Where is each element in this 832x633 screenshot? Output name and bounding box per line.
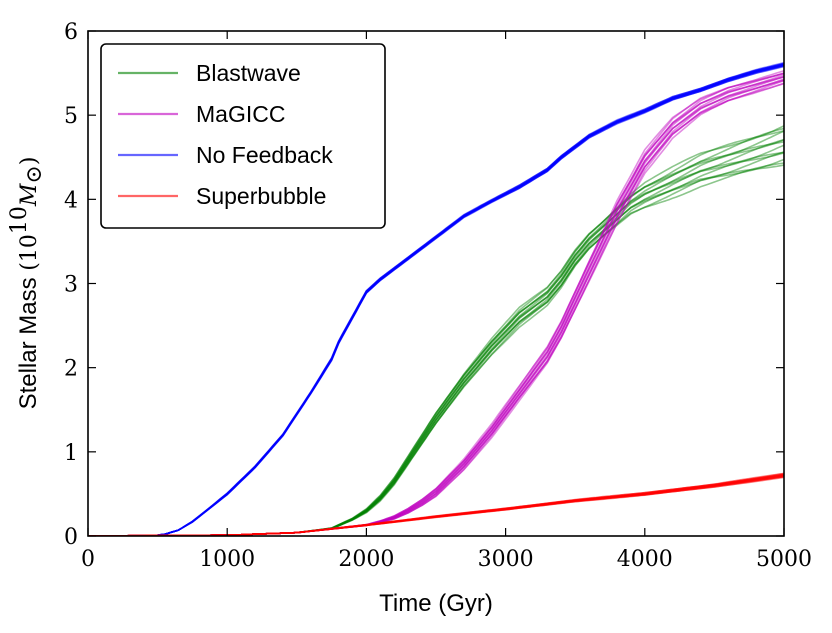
- x-tick-label: 1000: [199, 547, 255, 572]
- series-line-no-feedback: [88, 64, 784, 536]
- series-line-no-feedback: [88, 64, 784, 536]
- y-axis-unit-close: ): [17, 157, 42, 166]
- y-tick-label: 6: [64, 20, 78, 45]
- y-axis-title-text: Stellar Mass: [15, 277, 42, 409]
- legend-label-magicc: MaGICC: [196, 101, 285, 127]
- ticks-layer: 0 1000 2000 3000 4000 5000 0 1 2 3 4 5 6: [64, 20, 812, 572]
- x-tick-label: 3000: [478, 547, 534, 572]
- y-axis-unit-exponent: 10: [7, 206, 32, 234]
- y-axis-unit-mass: M: [17, 183, 42, 207]
- y-tick-label: 1: [64, 441, 78, 466]
- series-line-no-feedback: [88, 61, 784, 536]
- series-line-no-feedback: [88, 62, 784, 536]
- legend-label-blastwave: Blastwave: [196, 60, 301, 86]
- series-line-no-feedback: [88, 62, 784, 536]
- y-axis-title: Stellar Mass (1010M⊙): [7, 157, 47, 410]
- y-tick-label: 3: [64, 273, 78, 298]
- legend-label-no-feedback: No Feedback: [196, 142, 333, 168]
- series-no-feedback: [88, 61, 784, 536]
- legend-box: [100, 43, 386, 229]
- x-tick-label: 2000: [338, 547, 394, 572]
- legend: Blastwave MaGICC No Feedback Superbubble: [100, 43, 386, 229]
- y-tick-label: 5: [64, 104, 78, 129]
- series-line-no-feedback: [88, 64, 784, 536]
- series-line-no-feedback: [88, 62, 784, 536]
- x-tick-label: 4000: [617, 547, 673, 572]
- y-axis-unit-sun: ⊙: [22, 165, 47, 183]
- x-tick-label: 0: [81, 547, 95, 572]
- series-line-no-feedback: [88, 64, 784, 536]
- y-tick-label: 2: [64, 357, 78, 382]
- series-line-no-feedback: [88, 63, 784, 536]
- series-line-no-feedback: [88, 65, 784, 536]
- series-line-no-feedback: [88, 63, 784, 536]
- x-axis-title: Time (Gyr): [379, 590, 493, 617]
- legend-label-superbubble: Superbubble: [196, 183, 326, 209]
- series-line-no-feedback: [88, 63, 784, 536]
- series-line-no-feedback: [88, 65, 784, 536]
- y-axis-unit-open: (10: [17, 234, 42, 271]
- y-tick-label: 4: [64, 188, 78, 213]
- series-line-no-feedback: [88, 64, 784, 536]
- x-tick-label: 5000: [756, 547, 812, 572]
- y-tick-label: 0: [64, 525, 78, 550]
